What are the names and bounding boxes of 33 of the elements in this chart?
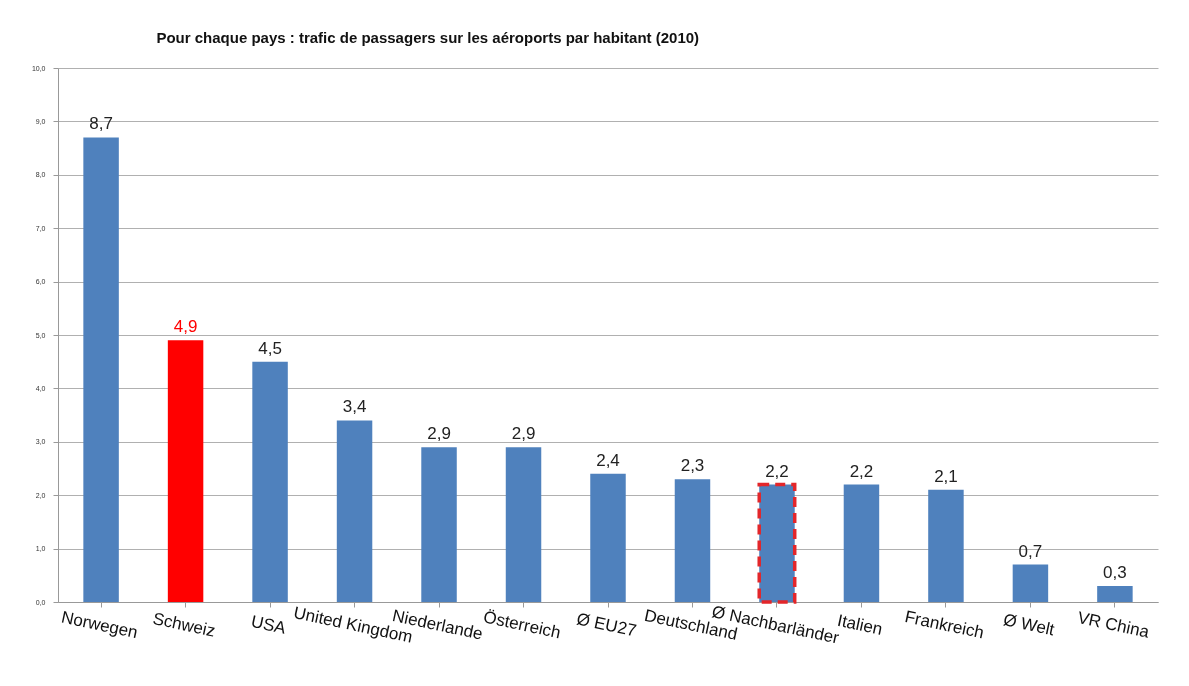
data-label: 4,9 <box>173 317 198 337</box>
data-label: 0,7 <box>1018 541 1043 561</box>
bar <box>83 137 119 602</box>
x-tick-label: Schweiz <box>151 608 217 641</box>
x-tick-label: VR China <box>1075 607 1152 642</box>
x-tick-label: Ø Welt <box>1001 610 1057 640</box>
data-label: 3,4 <box>342 397 367 417</box>
data-label: 2,9 <box>511 424 536 444</box>
bar <box>843 484 880 602</box>
chart-title: Pour chaque pays : trafic de passagers sur les aéroports par habitant (2010) <box>156 29 700 46</box>
x-tick-label: Ø EU27 <box>574 609 638 641</box>
data-label: 2,9 <box>427 424 451 444</box>
data-label: 2,4 <box>596 450 620 470</box>
bar <box>336 420 373 602</box>
data-label: 2,3 <box>680 456 705 476</box>
bar <box>1097 585 1133 602</box>
data-label: 2,2 <box>765 461 789 481</box>
bar <box>252 361 288 602</box>
x-tick-label: Frankreich <box>903 607 986 643</box>
x-tick-label: USA <box>249 611 289 638</box>
data-label: 2,1 <box>934 466 958 486</box>
bar <box>674 479 711 602</box>
bar <box>421 447 457 602</box>
bar <box>505 447 542 602</box>
bar <box>1012 564 1049 602</box>
data-label: 4,5 <box>258 338 282 358</box>
bar <box>590 473 626 602</box>
data-label: 0,3 <box>1103 562 1127 582</box>
data-label: 2,2 <box>849 461 874 481</box>
data-label: 8,7 <box>89 114 113 134</box>
bar <box>928 489 964 602</box>
bar <box>167 340 204 602</box>
x-tick-label: Norwegen <box>59 607 140 643</box>
